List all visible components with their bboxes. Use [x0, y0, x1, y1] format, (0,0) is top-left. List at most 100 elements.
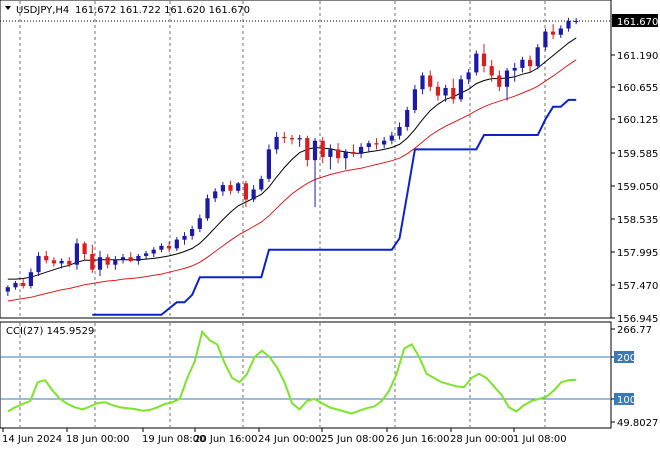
candle — [159, 243, 164, 253]
candle — [5, 285, 10, 297]
candle — [351, 144, 356, 157]
candle — [236, 181, 241, 194]
time-axis-label: 25 Jun 08:00 — [321, 434, 385, 445]
candle-body — [297, 138, 302, 140]
candle-body — [520, 59, 525, 68]
candle — [174, 237, 179, 251]
candle-body — [443, 88, 448, 96]
price-axis-label: 159.050 — [617, 182, 658, 193]
candle — [497, 70, 502, 92]
trailing-stop-line — [92, 98, 577, 316]
time-axis-label: 24 Jun 00:00 — [258, 434, 322, 445]
candle — [520, 56, 525, 73]
candle-body — [13, 282, 18, 288]
candle — [374, 138, 379, 150]
candle — [205, 194, 210, 221]
candle-body — [466, 72, 471, 80]
candle — [243, 180, 248, 208]
candle — [528, 55, 533, 73]
candle — [405, 106, 410, 131]
candle-body — [182, 235, 187, 240]
candle-body — [228, 185, 233, 191]
candle-body — [190, 229, 195, 236]
price-axis-label: 158.535 — [617, 215, 658, 226]
candle — [336, 143, 341, 164]
candle — [190, 225, 195, 240]
candle-body — [251, 189, 256, 200]
price-axis-label: 160.125 — [617, 115, 658, 126]
current-price-tag: 161.670 — [612, 14, 658, 28]
candle-body — [412, 89, 417, 110]
candle-body — [320, 140, 325, 157]
candle-body — [543, 31, 548, 48]
price-axis-label: 157.995 — [617, 248, 658, 259]
price-panel-border — [0, 0, 612, 319]
candle-body — [397, 126, 402, 136]
candle-body — [51, 260, 56, 264]
candle — [105, 254, 110, 269]
cci-panel[interactable]: CCI(27) 145.9529 — [0, 321, 612, 429]
candle — [312, 138, 318, 208]
candle — [67, 257, 72, 268]
candle-body — [343, 151, 348, 159]
candle — [44, 250, 49, 264]
cci-axis-label: 266.77 — [617, 325, 652, 336]
price-axis-label: 156.945 — [617, 314, 658, 325]
candle — [574, 17, 579, 25]
cci-axis-label: 100 — [617, 395, 636, 406]
candle — [182, 232, 187, 245]
candle — [36, 252, 41, 276]
candle-body — [74, 243, 79, 265]
candle — [136, 254, 141, 265]
candle — [113, 255, 118, 270]
candle-body — [259, 178, 264, 190]
candle-body — [512, 68, 517, 71]
dropdown-triangle-icon[interactable] — [5, 6, 11, 10]
candle-body — [151, 249, 156, 254]
candle — [97, 250, 103, 276]
candle-body — [289, 138, 295, 140]
candle-body — [305, 138, 310, 160]
price-axis[interactable]: 161.190 160.655 160.125 159.585 159.050 158.5… — [611, 51, 658, 325]
candle — [412, 84, 417, 114]
candle — [543, 28, 548, 51]
candle-body — [535, 47, 540, 67]
candle-body — [197, 218, 202, 229]
candle-body — [174, 239, 179, 249]
candle-body — [213, 191, 218, 199]
price-series — [0, 20, 611, 316]
candle — [366, 140, 371, 152]
price-axis-label: 160.655 — [617, 83, 658, 94]
candle — [435, 81, 440, 101]
current-price-label: 161.670 — [617, 17, 658, 28]
candle-body — [120, 257, 126, 260]
candle — [320, 136, 325, 164]
cci-axis[interactable]: 266.77 200 100 49.8027 — [611, 325, 658, 429]
candle — [197, 214, 202, 233]
time-axis-label: 20 Jun 16:00 — [194, 434, 258, 445]
candle — [535, 44, 540, 70]
candle-body — [451, 88, 456, 100]
time-axis-label: 1 Jul 08:00 — [513, 434, 567, 445]
candle-body — [566, 21, 571, 29]
candle-body — [359, 146, 364, 154]
price-grid — [19, 1, 546, 317]
candle-body — [497, 75, 502, 87]
candle-body — [167, 245, 172, 249]
candle-body — [136, 255, 141, 261]
candle — [481, 44, 487, 73]
candle — [259, 175, 264, 192]
price-panel[interactable] — [0, 0, 612, 319]
price-axis-label: 159.585 — [617, 149, 658, 160]
candle-body — [105, 257, 110, 265]
candle — [228, 180, 233, 195]
candle — [512, 62, 517, 82]
cci-level-tag — [614, 351, 634, 364]
time-axis-label: 14 Jun 2024 — [2, 434, 62, 445]
candle — [551, 24, 556, 40]
candle-body — [374, 143, 379, 145]
